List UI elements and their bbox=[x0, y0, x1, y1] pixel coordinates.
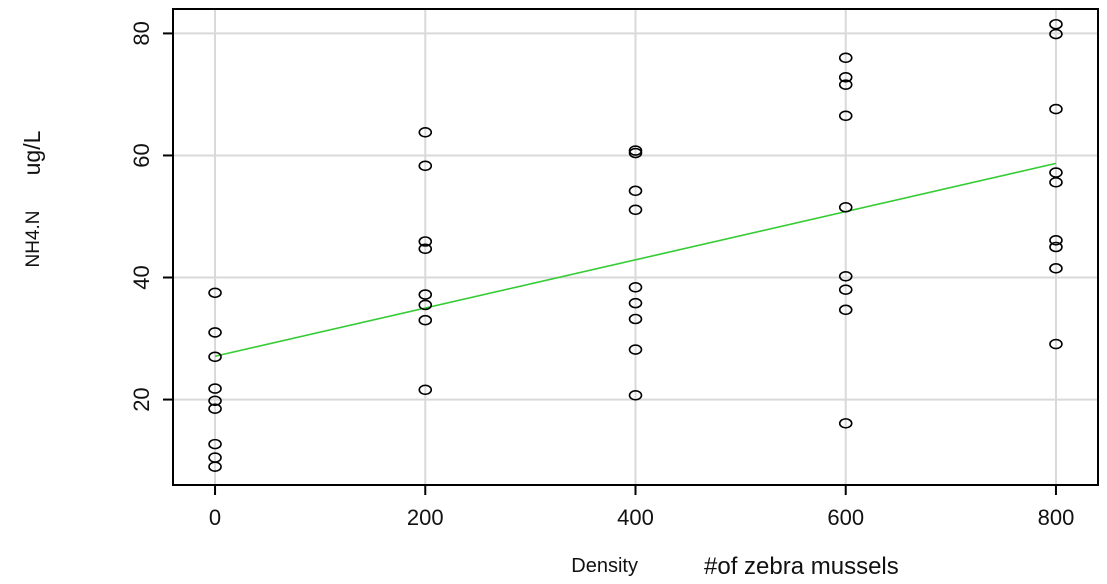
x-tick-label: 0 bbox=[209, 505, 221, 530]
data-point bbox=[1049, 263, 1063, 274]
x-tick-label: 600 bbox=[827, 505, 864, 530]
data-point bbox=[628, 389, 643, 401]
data-point bbox=[1049, 103, 1063, 115]
data-point bbox=[838, 72, 853, 83]
data-point bbox=[1049, 241, 1063, 253]
data-point bbox=[208, 438, 222, 450]
data-point bbox=[418, 289, 433, 300]
data-point bbox=[628, 344, 643, 355]
x-axis-subtitle: #of zebra mussels bbox=[704, 553, 899, 580]
y-tick-label: 40 bbox=[129, 265, 154, 289]
data-point bbox=[208, 461, 222, 472]
data-point bbox=[418, 236, 433, 247]
data-point bbox=[1049, 28, 1063, 40]
x-tick-label: 400 bbox=[617, 505, 654, 530]
x-tick-label: 200 bbox=[407, 505, 444, 530]
data-point bbox=[1049, 177, 1063, 188]
x-axis-title: Density bbox=[571, 555, 638, 577]
y-axis-title: NH4.N bbox=[23, 210, 44, 267]
data-point bbox=[628, 313, 643, 325]
data-point bbox=[418, 384, 433, 396]
data-point bbox=[838, 418, 853, 429]
data-point bbox=[418, 314, 433, 326]
data-point bbox=[628, 204, 643, 216]
data-point bbox=[208, 351, 222, 363]
y-tick-label: 60 bbox=[129, 143, 154, 167]
data-point bbox=[418, 160, 433, 172]
data-point bbox=[838, 304, 853, 316]
data-point bbox=[418, 126, 433, 138]
data-point bbox=[208, 395, 222, 407]
points-layer bbox=[208, 18, 1063, 472]
y-tick-label: 20 bbox=[129, 387, 154, 411]
data-point bbox=[418, 299, 433, 311]
data-point bbox=[838, 202, 853, 213]
data-point bbox=[208, 287, 222, 299]
y-tick-label: 80 bbox=[129, 21, 154, 45]
data-point bbox=[1049, 234, 1063, 246]
data-point bbox=[838, 284, 853, 296]
data-point bbox=[628, 297, 643, 309]
data-point bbox=[838, 52, 853, 64]
data-point bbox=[208, 383, 222, 394]
x-tick-label: 800 bbox=[1038, 505, 1075, 530]
data-point bbox=[628, 147, 643, 159]
data-point bbox=[838, 79, 853, 90]
data-point bbox=[208, 327, 222, 338]
data-point bbox=[838, 270, 853, 282]
data-point bbox=[628, 281, 643, 293]
fit-line-layer bbox=[214, 162, 1057, 358]
data-point bbox=[418, 243, 433, 255]
data-point bbox=[628, 185, 643, 197]
axes: 0 200 400 600 800 20 40 60 80 bbox=[129, 21, 1074, 530]
data-point bbox=[1049, 338, 1063, 350]
data-point bbox=[208, 403, 222, 415]
data-point bbox=[838, 110, 853, 122]
y-axis-subtitle: ug/L bbox=[19, 130, 45, 175]
regression-line bbox=[214, 162, 1057, 358]
